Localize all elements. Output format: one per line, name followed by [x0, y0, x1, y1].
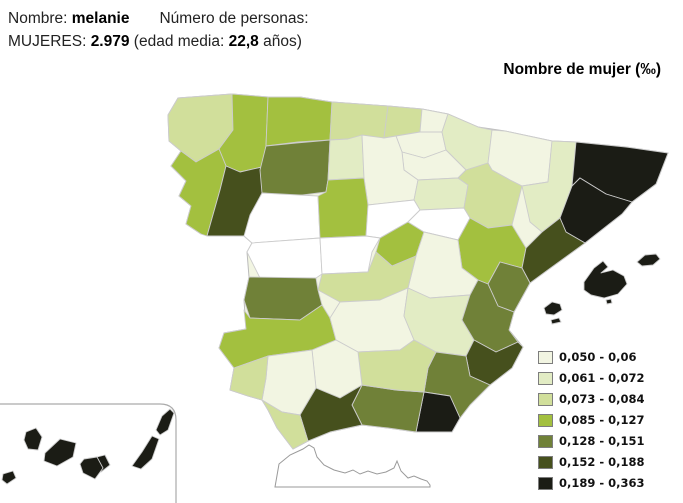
legend-swatch — [538, 476, 553, 490]
province-tenerife — [43, 438, 77, 467]
province-ibiza — [543, 301, 563, 316]
map-legend: 0,050 - 0,06 0,061 - 0,072 0,073 - 0,084 0,… — [538, 350, 645, 497]
province-lapalma — [23, 427, 43, 451]
legend-item-7: 0,189 - 0,363 — [538, 476, 645, 490]
legend-swatch — [538, 350, 553, 364]
age-label: (edad media: — [133, 33, 225, 50]
name-label: Nombre: — [8, 10, 68, 27]
legend-item-3: 0,073 - 0,084 — [538, 392, 645, 406]
legend-range-label: 0,050 - 0,06 — [559, 350, 637, 364]
header-line-2: MUJERES: 2.979 (edad media: 22,8 años) — [8, 30, 309, 53]
province-menorca — [636, 253, 661, 267]
province-cadiz — [261, 399, 309, 450]
province-elhierro — [1, 470, 17, 485]
women-label: MUJERES: — [8, 33, 87, 50]
province-zaragoza — [457, 162, 523, 229]
province-jaen — [357, 339, 437, 393]
canary-inset-border — [0, 403, 177, 503]
legend-item-1: 0,050 - 0,06 — [538, 350, 645, 364]
province-grancanaria — [79, 456, 104, 480]
province-mallorca — [583, 260, 628, 299]
province-tarragona — [521, 217, 586, 284]
legend-swatch — [538, 434, 553, 448]
legend-range-label: 0,073 - 0,084 — [559, 392, 645, 406]
legend-item-5: 0,128 - 0,151 — [538, 434, 645, 448]
province-cantabria — [329, 101, 389, 141]
header-line-1: Nombre: melanie Número de personas: — [8, 7, 309, 30]
province-mallorca — [605, 298, 613, 305]
province-lanzarote — [155, 408, 175, 436]
province-formentera — [550, 317, 562, 325]
province-toledo — [317, 251, 417, 303]
province-asturias — [265, 96, 333, 147]
map-title: Nombre de mujer (‰) — [503, 61, 661, 78]
legend-range-label: 0,152 - 0,188 — [559, 455, 645, 469]
age-value: 22,8 — [228, 33, 259, 50]
legend-swatch — [538, 455, 553, 469]
legend-item-4: 0,085 - 0,127 — [538, 413, 645, 427]
name-value: melanie — [71, 10, 130, 27]
legend-swatch — [538, 413, 553, 427]
women-count: 2.979 — [90, 33, 130, 50]
province-soria — [413, 177, 469, 211]
province-palencia — [327, 134, 365, 181]
province-granada — [351, 384, 425, 433]
header: Nombre: melanie Número de personas: MUJER… — [8, 7, 309, 53]
legend-item-6: 0,152 - 0,188 — [538, 455, 645, 469]
legend-item-2: 0,061 - 0,072 — [538, 371, 645, 385]
count-label: Número de personas: — [159, 10, 309, 27]
legend-swatch — [538, 371, 553, 385]
province-huelva — [229, 355, 269, 401]
age-suffix: años) — [263, 33, 302, 50]
legend-swatch — [538, 392, 553, 406]
africa-coast-outline — [274, 444, 431, 488]
province-fuerteventura — [131, 435, 160, 470]
legend-range-label: 0,085 - 0,127 — [559, 413, 645, 427]
legend-range-label: 0,189 - 0,363 — [559, 476, 645, 490]
legend-range-label: 0,128 - 0,151 — [559, 434, 645, 448]
province-salamanca — [246, 237, 323, 279]
legend-range-label: 0,061 - 0,072 — [559, 371, 645, 385]
province-leon — [259, 139, 331, 197]
